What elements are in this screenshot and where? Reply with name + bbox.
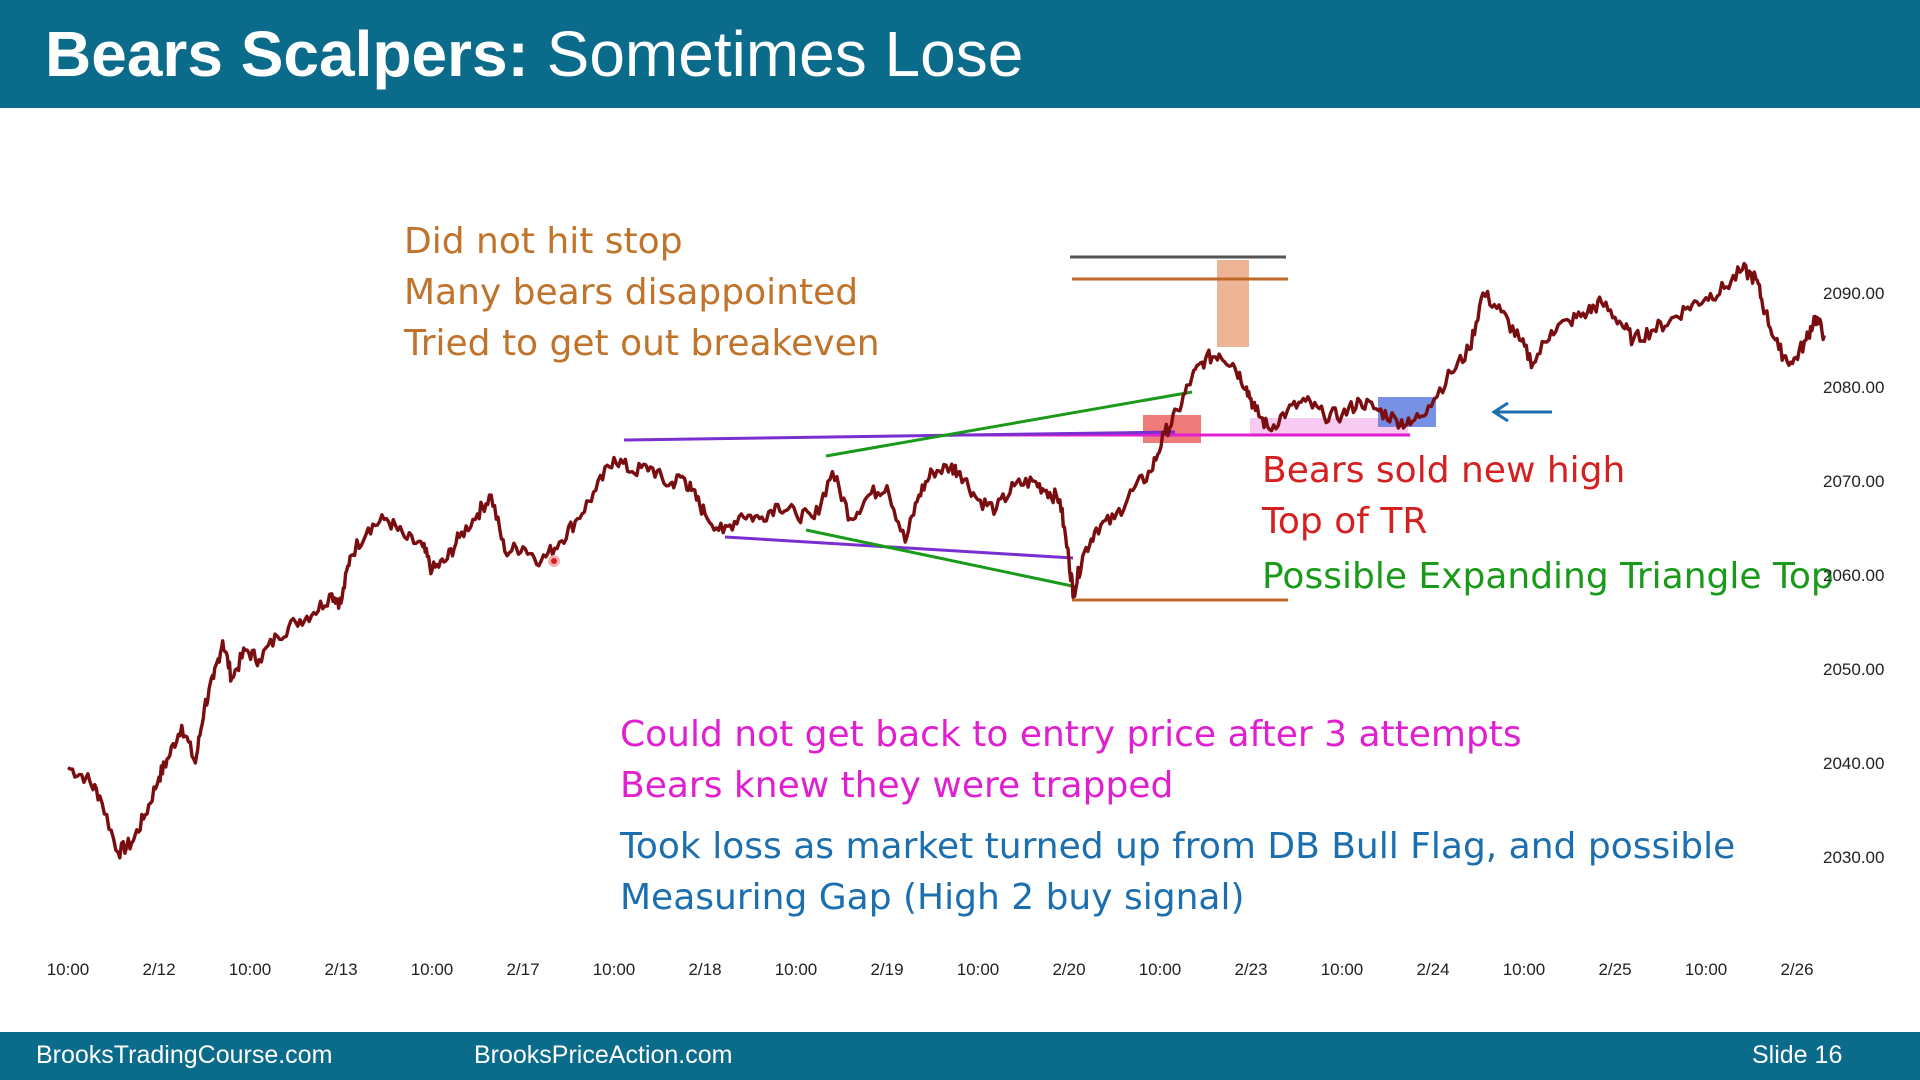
x-tick-label: 10:00 bbox=[47, 960, 90, 979]
x-tick-label: 10:00 bbox=[775, 960, 818, 979]
stop-risk-box bbox=[1217, 260, 1249, 347]
slide-header: Bears Scalpers: Sometimes Lose bbox=[0, 0, 1920, 108]
y-tick-label: 2090.00 bbox=[1823, 284, 1884, 303]
x-tick-label: 10:00 bbox=[1503, 960, 1546, 979]
title-bold: Bears Scalpers: bbox=[45, 18, 529, 90]
x-tick-label: 2/19 bbox=[870, 960, 903, 979]
x-tick-label: 2/26 bbox=[1780, 960, 1813, 979]
price-line bbox=[67, 261, 1826, 860]
y-tick-label: 2070.00 bbox=[1823, 472, 1884, 491]
annotation-trap-1: Could not get back to entry price after … bbox=[620, 714, 1522, 755]
x-tick-label: 2/20 bbox=[1052, 960, 1085, 979]
x-tick-label: 2/24 bbox=[1416, 960, 1449, 979]
green-upper-line bbox=[825, 390, 1193, 458]
purple-lower-line bbox=[724, 535, 1074, 560]
annotation-triangle: Possible Expanding Triangle Top bbox=[1262, 556, 1834, 597]
annotation-stop-3: Tried to get out breakeven bbox=[403, 323, 880, 364]
x-tick-label: 10:00 bbox=[1139, 960, 1182, 979]
annotation-sold-1: Bears sold new high bbox=[1262, 450, 1625, 491]
x-tick-label: 2/17 bbox=[506, 960, 539, 979]
footer-left-link[interactable]: BrooksTradingCourse.com bbox=[36, 1041, 333, 1069]
y-tick-label: 2040.00 bbox=[1823, 754, 1884, 773]
x-tick-label: 10:00 bbox=[593, 960, 636, 979]
y-tick-label: 2030.00 bbox=[1823, 848, 1884, 867]
annotation-sold-2: Top of TR bbox=[1261, 501, 1427, 542]
arrow-left-icon bbox=[1491, 401, 1552, 423]
annotation-trap-2: Bears knew they were trapped bbox=[620, 765, 1173, 806]
purple-upper-line bbox=[623, 430, 1176, 442]
title-rest: Sometimes Lose bbox=[546, 18, 1024, 90]
x-tick-label: 10:00 bbox=[411, 960, 454, 979]
annotation-loss-1: Took loss as market turned up from DB Bu… bbox=[619, 826, 1735, 867]
x-tick-label: 10:00 bbox=[1321, 960, 1364, 979]
x-tick-label: 10:00 bbox=[1685, 960, 1728, 979]
slide-footer: BrooksTradingCourse.com BrooksPriceActio… bbox=[0, 1032, 1920, 1080]
x-tick-label: 2/12 bbox=[142, 960, 175, 979]
green-lower-line bbox=[805, 528, 1078, 589]
x-tick-label: 10:00 bbox=[957, 960, 1000, 979]
annotation-loss-2: Measuring Gap (High 2 buy signal) bbox=[620, 877, 1245, 918]
slide-number: Slide 16 bbox=[1752, 1041, 1843, 1069]
x-axis: 10:00 2/12 10:00 2/13 10:00 2/17 10:00 2/18 10:0… bbox=[47, 960, 1814, 979]
y-axis: 2090.00 2080.00 2070.00 2060.00 2050.00 2040.… bbox=[1823, 284, 1884, 867]
x-tick-label: 10:00 bbox=[229, 960, 272, 979]
price-chart: Did not hit stop Many bears disappointed… bbox=[47, 221, 1885, 979]
y-tick-label: 2080.00 bbox=[1823, 378, 1884, 397]
cursor-dot-icon bbox=[548, 555, 560, 567]
x-tick-label: 2/23 bbox=[1234, 960, 1267, 979]
annotation-stop-2: Many bears disappointed bbox=[404, 272, 858, 313]
x-tick-label: 2/25 bbox=[1598, 960, 1631, 979]
x-tick-label: 2/13 bbox=[324, 960, 357, 979]
slide-title: Bears Scalpers: Sometimes Lose bbox=[45, 14, 1023, 94]
x-tick-label: 2/18 bbox=[688, 960, 721, 979]
footer-center-link[interactable]: BrooksPriceAction.com bbox=[474, 1041, 733, 1069]
y-tick-label: 2060.00 bbox=[1823, 566, 1884, 585]
annotation-stop-1: Did not hit stop bbox=[404, 221, 683, 262]
y-tick-label: 2050.00 bbox=[1823, 660, 1884, 679]
retest-zone-box bbox=[1250, 418, 1408, 436]
